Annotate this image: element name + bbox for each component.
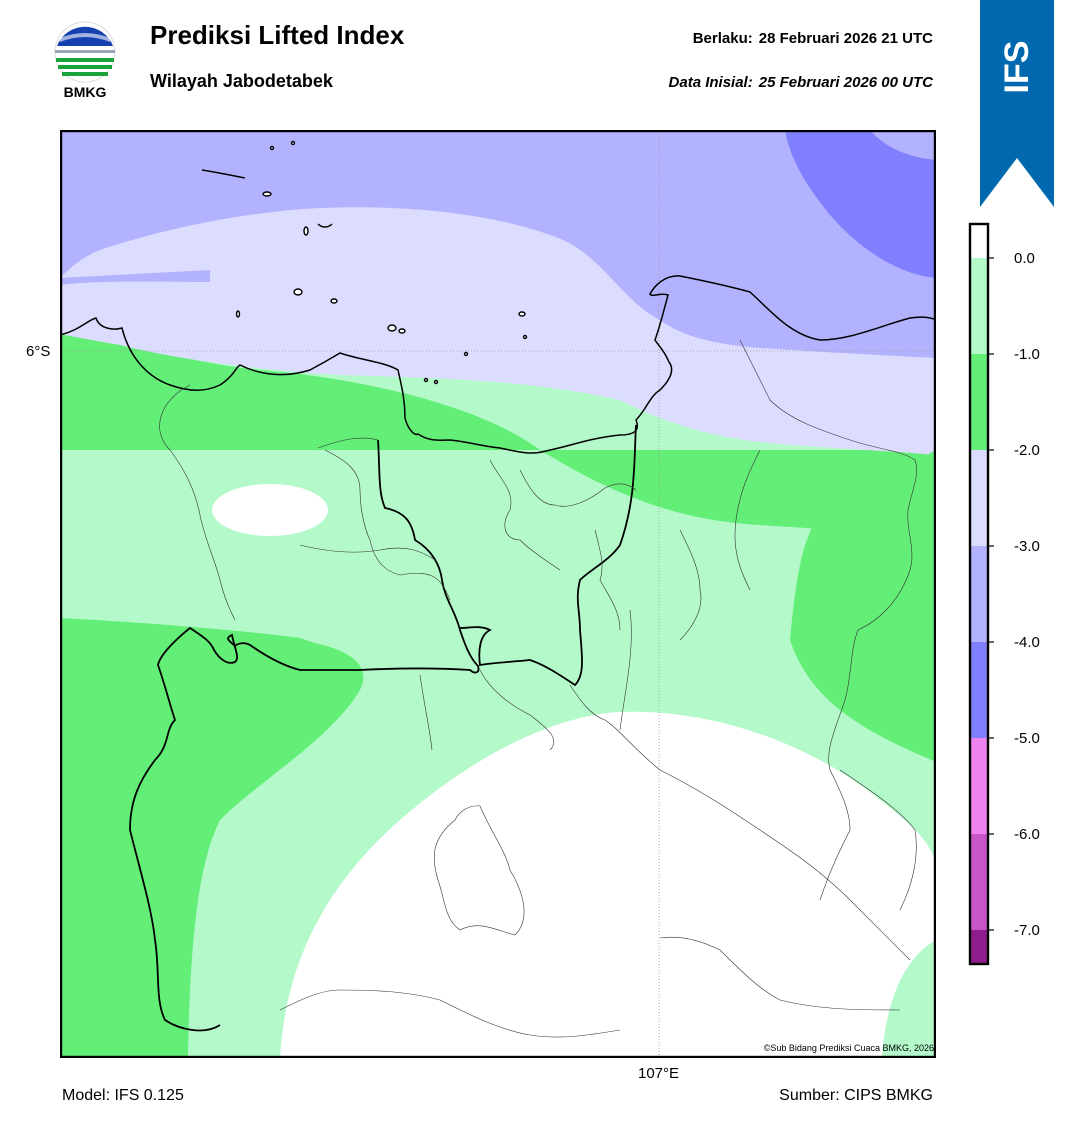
- page-title: Prediksi Lifted Index: [150, 20, 405, 50]
- field-green-strip: [62, 618, 320, 645]
- valid-time: Berlaku: 28 Februari 2026 21 UTC: [693, 30, 933, 47]
- copyright-text: ©Sub Bidang Prediksi Cuaca BMKG, 2026: [763, 1043, 934, 1053]
- colorbar-tick-label: -5.0: [1014, 730, 1040, 747]
- field-blue: [785, 132, 934, 278]
- init-time: Data Inisial: 25 Februari 2026 00 UTC: [669, 74, 933, 91]
- latitude-label: 6°S: [26, 343, 51, 360]
- coastline: [62, 275, 934, 454]
- region-subtitle: Wilayah Jabodetabek: [150, 71, 333, 91]
- source-info: Sumber: CIPS BMKG: [779, 1087, 933, 1104]
- colorbar-segment-top: [970, 224, 988, 258]
- map-frame: [60, 130, 936, 1058]
- colorbar-tick-label: -1.0: [1014, 346, 1040, 363]
- valid-label: Berlaku:: [692, 30, 753, 47]
- field-green-east: [790, 451, 934, 762]
- field-white-south: [280, 711, 934, 1056]
- colorbar-ticks: 0.0 -1.0 -2.0 -3.0 -4.0 -5.0 -6.0 -7.0: [988, 250, 1040, 939]
- longitude-label: 107°E: [638, 1065, 680, 1082]
- colorbar-segments: [970, 224, 988, 964]
- bmkg-logo-icon: [54, 21, 116, 83]
- field-light-blue-edge: [62, 270, 210, 285]
- provincial-border-banten: [129, 439, 480, 1032]
- colorbar-segment: [970, 834, 988, 930]
- logo-text: BMKG: [63, 84, 107, 100]
- colorbar-tick-label: -4.0: [1014, 634, 1040, 651]
- thousand-islands: [201, 140, 528, 385]
- colorbar-segment: [970, 738, 988, 834]
- valid-value: 28 Februari 2026 21 UTC: [758, 30, 933, 47]
- init-label: Data Inisial:: [668, 74, 753, 91]
- colorbar-segment: [970, 450, 988, 546]
- provincial-border-jakarta: [459, 424, 637, 687]
- colorbar-segment: [970, 354, 988, 450]
- svg-text:IFS: IFS: [998, 41, 1036, 94]
- ifs-ribbon-label: IFS: [998, 41, 1036, 94]
- colorbar-frame: [968, 222, 990, 966]
- colorbar-segment: [970, 642, 988, 738]
- lifted-index-map: [60, 130, 936, 1058]
- colorbar-tick-label: 0.0: [1014, 250, 1035, 267]
- colorbar-tick-label: -2.0: [1014, 442, 1040, 459]
- colorbar-segment: [970, 930, 988, 964]
- colorbar-tick-label: -3.0: [1014, 538, 1040, 555]
- field-green-west: [62, 620, 364, 1056]
- init-value: 25 Februari 2026 00 UTC: [758, 74, 933, 91]
- field-light-blue-corner: [871, 132, 934, 160]
- field-light-blue: [62, 132, 934, 358]
- field-green-coastal: [62, 325, 934, 537]
- model-info: Model: IFS 0.125: [62, 1087, 184, 1104]
- field-white-blob: [212, 484, 328, 536]
- colorbar-tick-label: -7.0: [1014, 922, 1040, 939]
- colorbar-segment: [970, 546, 988, 642]
- ifs-ribbon-badge: [980, 0, 1054, 207]
- colorbar-tick-label: -6.0: [1014, 826, 1040, 843]
- colorbar-segment: [970, 258, 988, 354]
- colorbar-legend: 0.0 -1.0 -2.0 -3.0 -4.0 -5.0 -6.0 -7.0: [968, 222, 1040, 966]
- district-borders: [159, 339, 917, 1038]
